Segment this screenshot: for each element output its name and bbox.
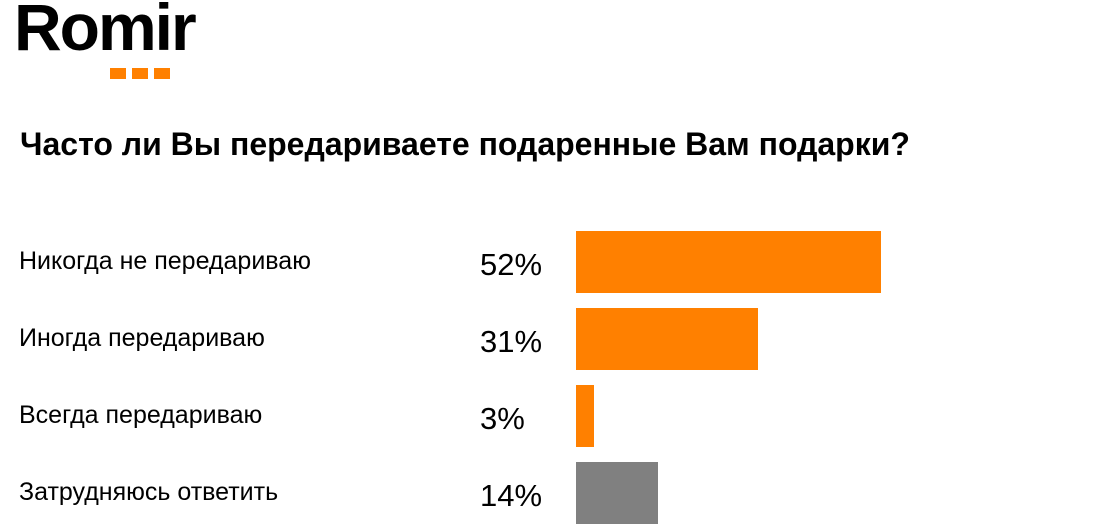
bar bbox=[576, 462, 658, 524]
bar bbox=[576, 385, 594, 447]
value-label: 52% bbox=[480, 247, 543, 282]
chart-title: Часто ли Вы передариваете подаренные Вам… bbox=[20, 126, 910, 162]
logo-dot bbox=[110, 68, 126, 79]
category-label: Иногда передариваю bbox=[19, 324, 265, 352]
logo-dot bbox=[154, 68, 170, 79]
logo-dots bbox=[110, 68, 170, 79]
logo-wordmark: Romir bbox=[14, 0, 197, 64]
value-label: 31% bbox=[480, 324, 543, 359]
category-label: Никогда не передариваю bbox=[19, 247, 311, 275]
logo-dot bbox=[132, 68, 148, 79]
value-label: 14% bbox=[480, 478, 543, 513]
value-label: 3% bbox=[480, 401, 525, 436]
category-label: Всегда передариваю bbox=[19, 401, 263, 429]
bar bbox=[576, 231, 881, 293]
category-label: Затрудняюсь ответить bbox=[19, 478, 279, 506]
romir-logo: Romir bbox=[14, 0, 254, 84]
bar bbox=[576, 308, 758, 370]
